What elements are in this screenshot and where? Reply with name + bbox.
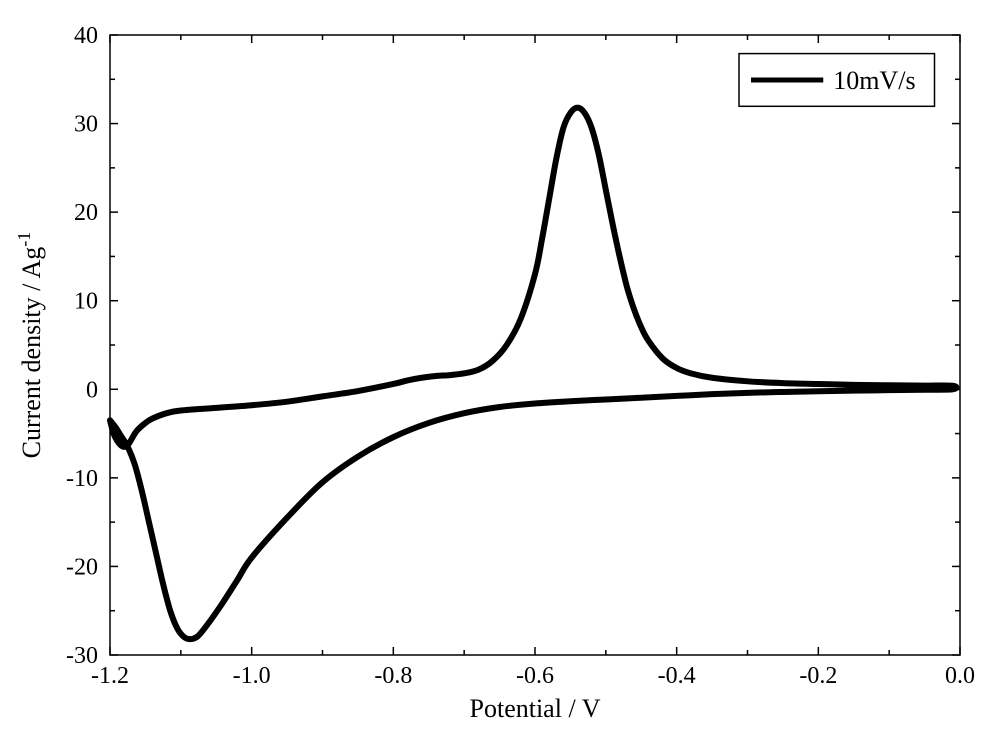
legend-label: 10mV/s bbox=[833, 66, 915, 95]
x-tick-label: -1.0 bbox=[233, 663, 271, 689]
x-tick-label: -0.6 bbox=[516, 663, 554, 689]
y-tick-label: 0 bbox=[86, 377, 98, 403]
cv-curve bbox=[110, 108, 956, 640]
plot-frame bbox=[110, 35, 960, 655]
x-tick-label: -0.2 bbox=[799, 663, 837, 689]
y-tick-label: 40 bbox=[74, 23, 98, 49]
y-tick-label: -30 bbox=[66, 643, 98, 669]
x-tick-label: -0.4 bbox=[658, 663, 696, 689]
x-tick-label: -0.8 bbox=[374, 663, 412, 689]
y-tick-label: 20 bbox=[74, 200, 98, 226]
y-tick-label: 30 bbox=[74, 112, 98, 138]
x-tick-label: 0.0 bbox=[945, 663, 975, 689]
y-tick-label: -10 bbox=[66, 466, 98, 492]
y-axis-label: Current density / Ag-1 bbox=[14, 232, 46, 459]
cv-chart: -1.2-1.0-0.8-0.6-0.4-0.20.0-30-20-100102… bbox=[0, 0, 1000, 745]
y-tick-label: 10 bbox=[74, 289, 98, 315]
x-axis-label: Potential / V bbox=[470, 694, 601, 723]
y-tick-label: -20 bbox=[66, 554, 98, 580]
